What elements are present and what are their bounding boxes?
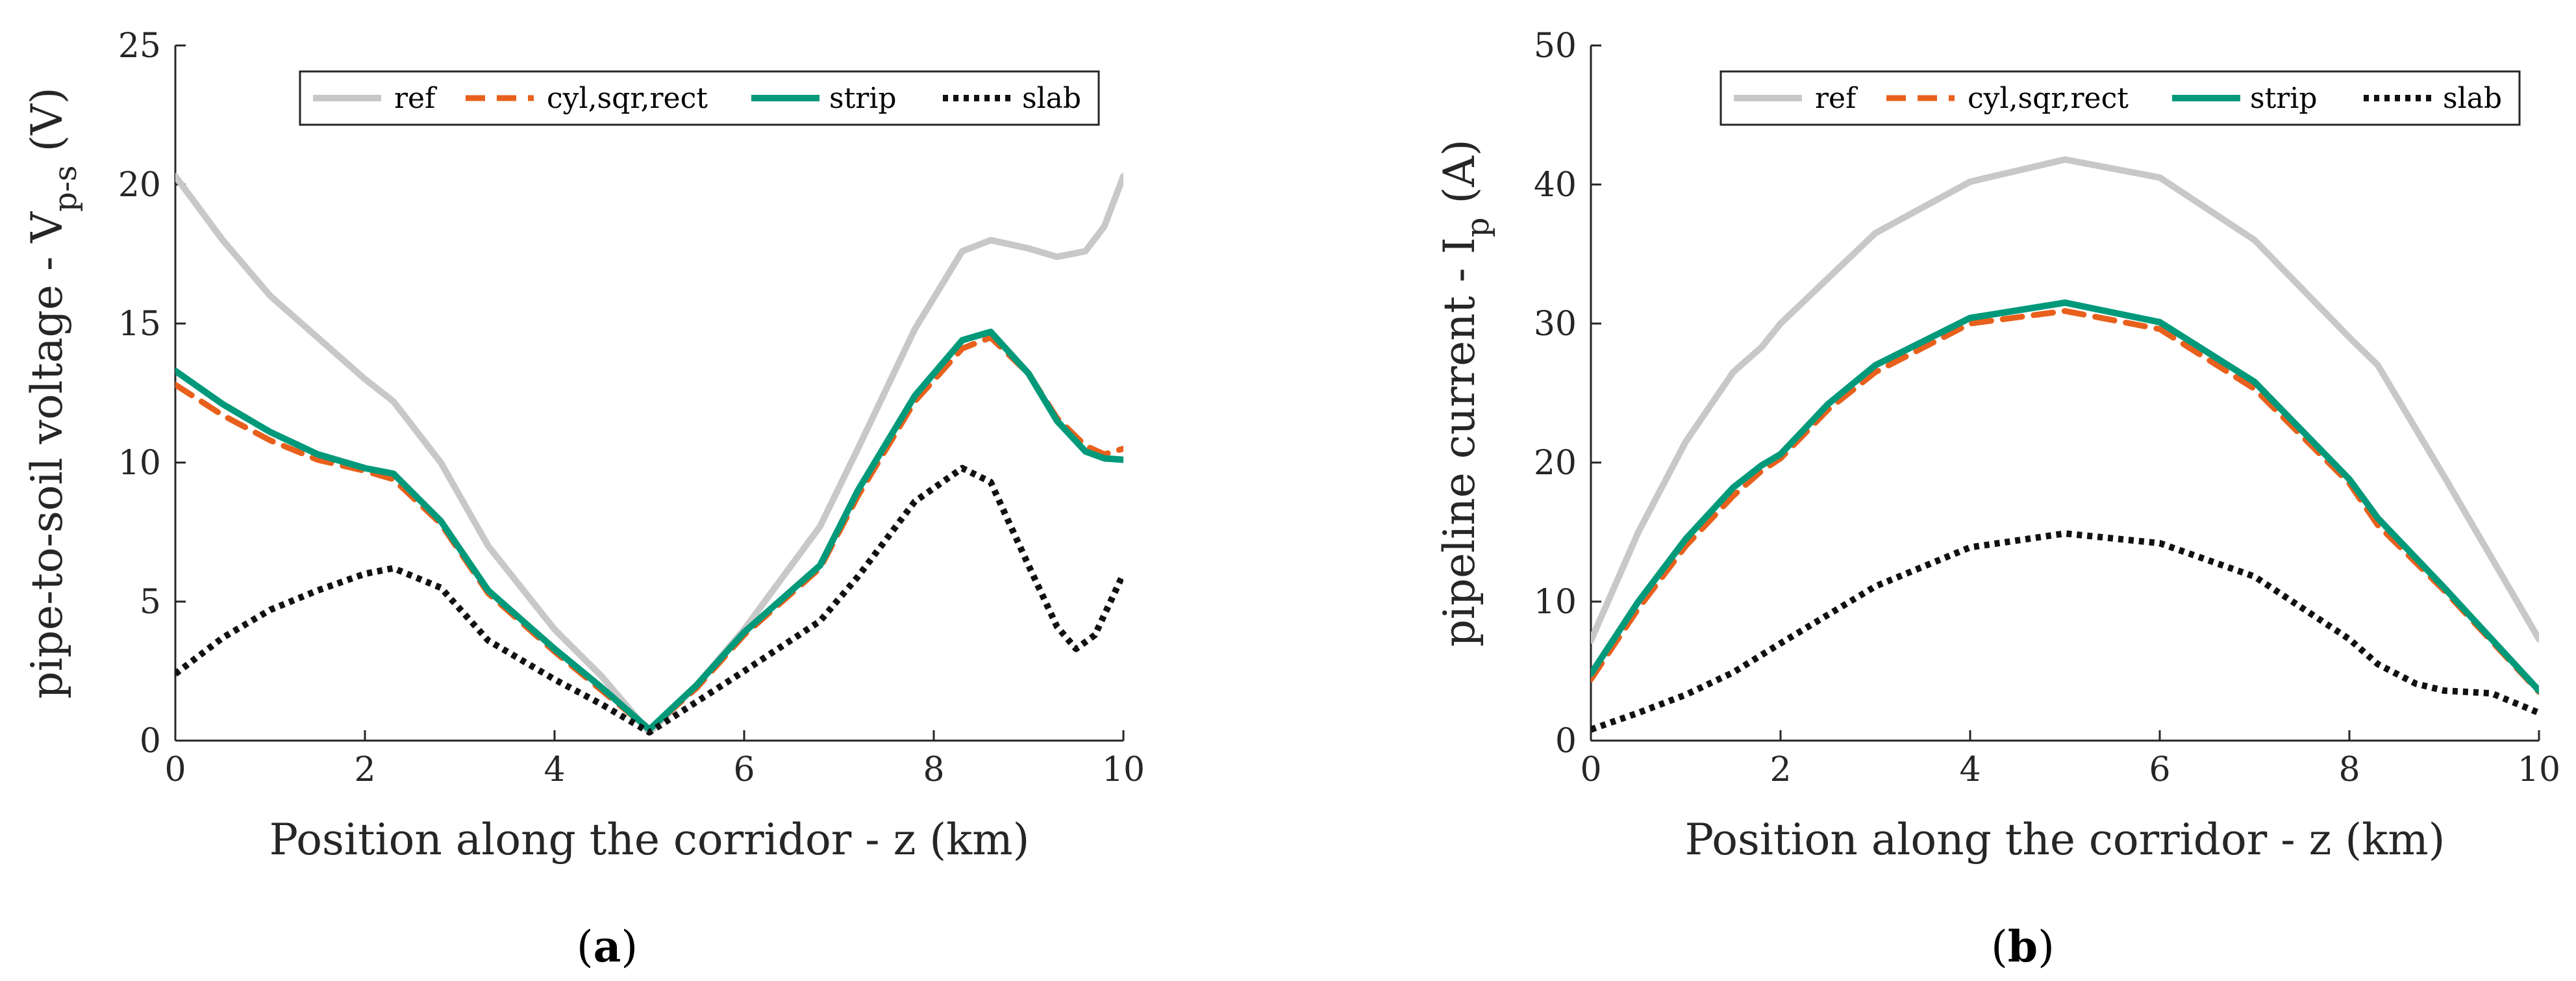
- legend: ref cyl,sqr,rect strip slab: [299, 70, 1100, 126]
- legend-entry: strip: [2250, 82, 2318, 115]
- panel-label: (a): [577, 921, 638, 972]
- y-tick-label: 15: [118, 305, 161, 344]
- chart-panel-a: 0 2 4 6 8 10 0 5 10 15 20 25 Position along the corr…: [22, 27, 1145, 972]
- x-tick-label: 8: [923, 750, 944, 789]
- y-axis-label: pipeline current - Ip (A): [1434, 139, 1496, 646]
- x-axis-label: Position along the corridor - z (km): [1685, 815, 2445, 865]
- x-tick-label: 4: [544, 750, 565, 789]
- x-axis-label: Position along the corridor - z (km): [269, 815, 1030, 865]
- panel-label-close: ): [621, 922, 638, 972]
- x-tick-label: 0: [164, 750, 186, 789]
- legend-entry: cyl,sqr,rect: [1968, 82, 2129, 115]
- series-line-strip: [1591, 299, 2539, 694]
- series-group: [175, 173, 1123, 736]
- x-tick-label: 10: [1102, 750, 1145, 789]
- series-group: [1591, 156, 2539, 733]
- x-tick-label: 2: [1769, 750, 1791, 789]
- y-tick-label: 10: [118, 444, 161, 483]
- y-axis-label: pipe-to-soil voltage - Vp-s (V): [22, 87, 84, 698]
- y-tick-label: 0: [1555, 722, 1577, 761]
- legend-entry: ref: [1815, 82, 1858, 115]
- chart-panel-b: 0 2 4 6 8 10 0 10 20 30 40 50 Position along the cor…: [1434, 27, 2560, 972]
- panel-label-close: ): [2038, 922, 2055, 972]
- x-tick-label: 4: [1959, 750, 1981, 789]
- panel-label: (b): [1991, 921, 2055, 972]
- y-axis-label-unit: (V): [22, 87, 72, 165]
- panel-label-open: (: [1991, 922, 2008, 972]
- y-tick-label: 20: [1534, 444, 1577, 483]
- panel-label-letter: b: [2008, 921, 2038, 972]
- y-tick-label: 10: [1534, 583, 1577, 622]
- x-tick-label: 6: [2149, 750, 2170, 789]
- panel-label-letter: a: [594, 921, 621, 972]
- y-axis-label-unit: (A): [1434, 139, 1484, 217]
- y-tick-label: 25: [118, 27, 161, 66]
- series-line-strip: [175, 328, 1123, 733]
- x-tick-label: 10: [2518, 750, 2560, 789]
- series-line-cyl-sqr-rect: [1591, 308, 2539, 695]
- legend: ref cyl,sqr,rect strip slab: [1719, 70, 2521, 126]
- panel-label-open: (: [577, 922, 594, 972]
- y-axis-label-subscript: p: [1460, 217, 1496, 237]
- x-tick-label: 6: [733, 750, 755, 789]
- y-axis-label-main: pipe-to-soil voltage - V: [22, 211, 72, 699]
- legend-entry: strip: [829, 82, 897, 115]
- y-axis-label-main: pipeline current - I: [1434, 237, 1484, 646]
- legend-entry: slab: [2443, 82, 2502, 115]
- series-line-slab: [1591, 530, 2539, 733]
- y-tick-label: 20: [118, 166, 161, 205]
- x-tick-label: 2: [354, 750, 375, 789]
- legend-entry: slab: [1022, 82, 1081, 115]
- legend-entry: cyl,sqr,rect: [547, 82, 708, 115]
- x-tick-label: 8: [2338, 750, 2360, 789]
- series-line-ref: [1591, 156, 2539, 644]
- y-axis-label-subscript: p-s: [47, 166, 84, 212]
- y-tick-label: 30: [1534, 305, 1577, 344]
- y-tick-label: 0: [140, 722, 161, 761]
- y-tick-label: 50: [1534, 27, 1577, 66]
- legend-entry: ref: [394, 82, 437, 115]
- y-tick-label: 5: [140, 583, 161, 622]
- x-tick-label: 0: [1580, 750, 1601, 789]
- series-line-slab: [175, 465, 1123, 736]
- y-tick-label: 40: [1534, 166, 1577, 205]
